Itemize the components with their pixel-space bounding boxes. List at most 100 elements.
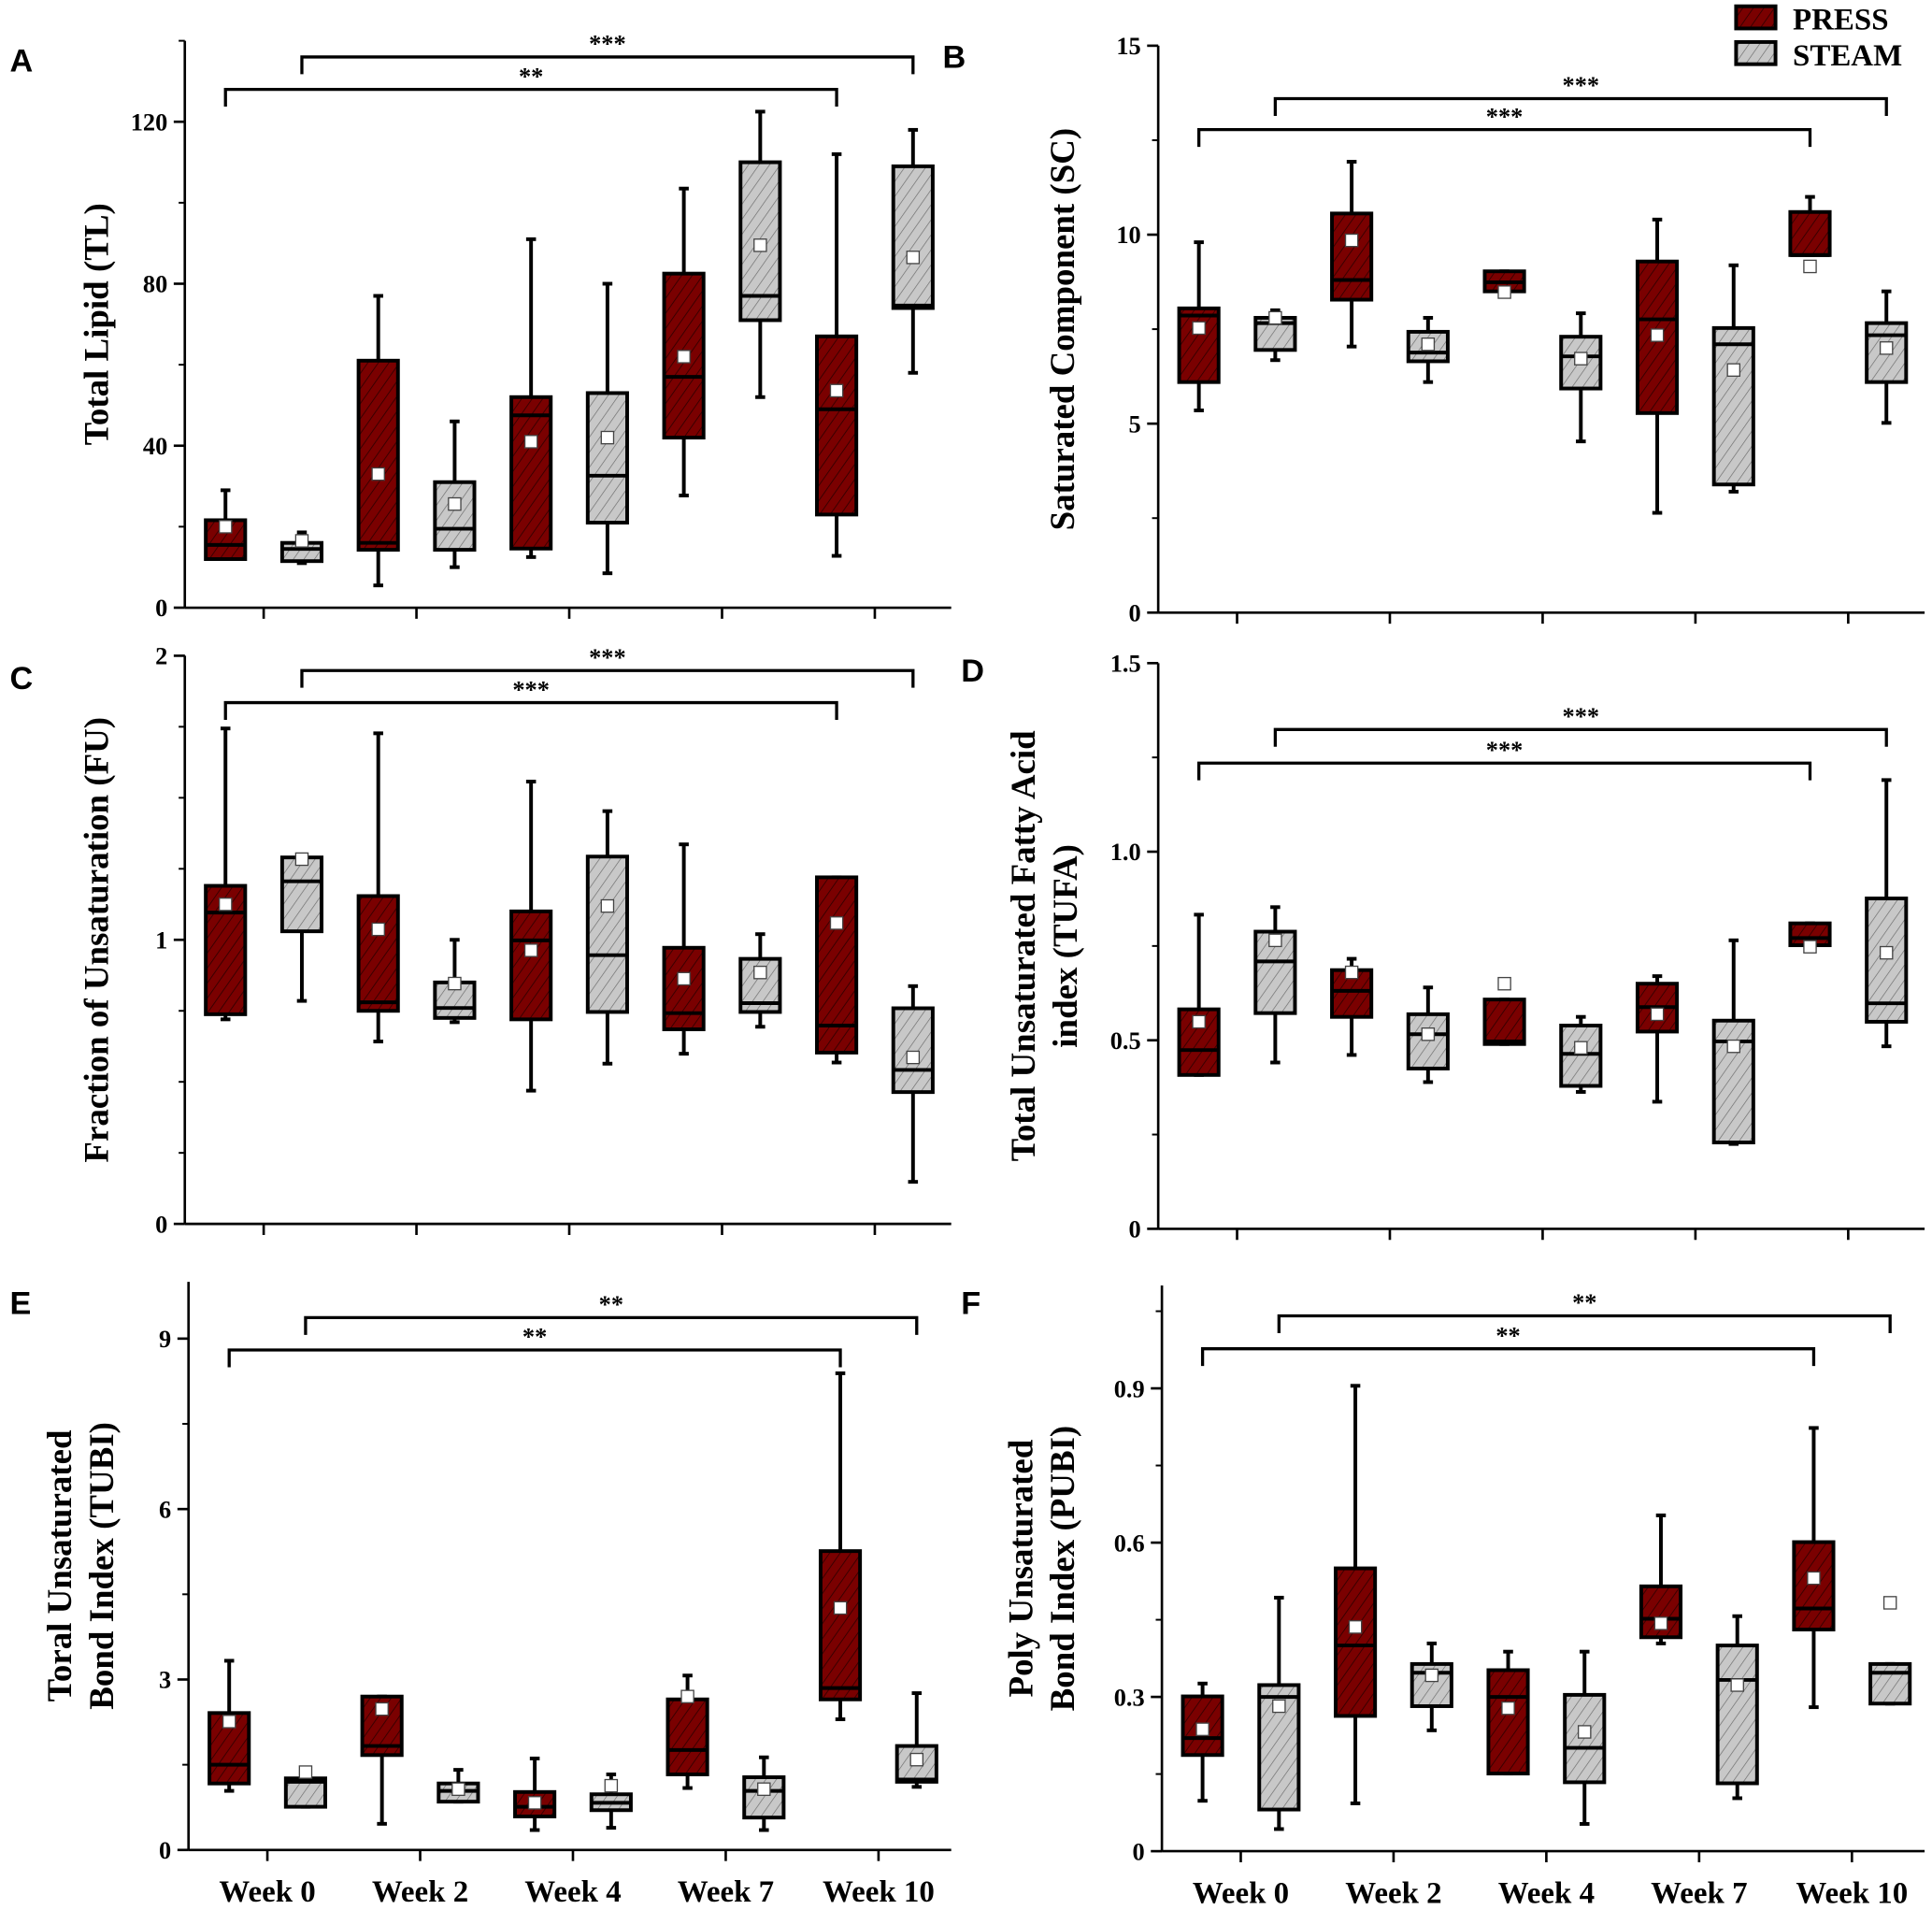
significance-bracket	[1196, 127, 1812, 148]
legend-swatch-steam	[1734, 39, 1778, 66]
mean-marker	[298, 1765, 313, 1779]
box-press-3	[662, 842, 706, 1056]
box-press-2	[1482, 976, 1526, 1046]
significance-label: ***	[512, 676, 550, 703]
box-press-0	[1181, 1681, 1224, 1803]
mean-marker	[680, 1689, 694, 1703]
y-axis-label: Total Unsaturated Fatty Acid	[1004, 730, 1042, 1161]
y-axis-label: Saturated Component (SC)	[1043, 128, 1082, 531]
mean-marker	[1730, 1678, 1744, 1692]
box-press-2	[509, 780, 553, 1093]
box-steam-4	[891, 984, 935, 1185]
panel-letter: F	[961, 1285, 980, 1321]
box-press-1	[1330, 956, 1374, 1057]
significance-bracket	[304, 1315, 919, 1335]
x-tick-label: Week 10	[823, 1875, 935, 1909]
mean-marker	[1421, 337, 1436, 352]
box-press-1	[360, 1694, 404, 1826]
mean-marker	[1574, 352, 1588, 366]
box-press-0	[1177, 240, 1221, 412]
box-iqr	[1715, 1644, 1759, 1786]
box-steam-4	[894, 1691, 938, 1789]
y-tick-label: 0.5	[1110, 1027, 1141, 1055]
mean-marker	[1344, 233, 1359, 248]
y-tick-label: 2	[155, 643, 167, 670]
box-steam-1	[433, 419, 477, 569]
box-press-4	[818, 1371, 863, 1721]
box-iqr	[433, 480, 477, 553]
mean-marker	[294, 534, 309, 548]
mean-marker	[1421, 1027, 1436, 1041]
box-steam-2	[1559, 311, 1603, 444]
box-press-4	[1788, 921, 1832, 954]
mean-marker	[1192, 321, 1206, 336]
y-tick-label: 40	[143, 433, 167, 460]
box-press-1	[1333, 1384, 1378, 1805]
mean-marker	[1803, 940, 1817, 954]
y-axis-label: Poly Unsaturated	[1001, 1439, 1039, 1697]
x-tick-label: Week 0	[1193, 1876, 1289, 1910]
box-steam-4	[1868, 1596, 1912, 1706]
box-iqr	[662, 945, 706, 1031]
significance-bracket	[1273, 727, 1888, 747]
box-iqr	[585, 391, 629, 525]
significance-label: **	[599, 1291, 623, 1318]
box-press-4	[815, 875, 859, 1065]
mean-marker	[1195, 1722, 1209, 1736]
legend-label-steam: STEAM	[1793, 39, 1902, 73]
mean-marker	[371, 922, 385, 937]
mean-marker	[1497, 285, 1511, 299]
mean-marker	[1192, 1014, 1206, 1029]
y-tick-label: 3	[159, 1667, 171, 1694]
significance-bracket	[1196, 761, 1812, 781]
mean-marker	[448, 976, 462, 991]
y-tick-label: 10	[1116, 222, 1140, 249]
box-press-2	[1486, 1649, 1530, 1776]
significance-label: ***	[589, 644, 626, 671]
significance-bracket	[1200, 1347, 1816, 1367]
mean-marker	[1879, 341, 1894, 355]
box-steam-0	[1253, 905, 1297, 1065]
mean-marker	[829, 916, 844, 930]
mean-marker	[1882, 1596, 1897, 1610]
y-tick-label: 80	[143, 271, 167, 298]
box-iqr	[665, 1697, 709, 1776]
y-tick-label: 0	[159, 1837, 171, 1864]
box-iqr	[815, 875, 859, 1055]
mean-marker	[375, 1701, 389, 1716]
x-tick-label: Week 4	[524, 1875, 621, 1909]
box-steam-3	[1715, 1614, 1759, 1801]
panel-C: 0 1 2 C Fraction of Unsaturation (FU) *** ***	[10, 643, 952, 1238]
box-iqr	[1711, 325, 1755, 487]
panel-letter: B	[942, 40, 966, 76]
mean-marker	[222, 1715, 236, 1729]
box-press-0	[204, 488, 248, 562]
y-tick-label: 0.6	[1114, 1529, 1145, 1557]
box-press-1	[356, 731, 400, 1044]
mean-marker	[1268, 310, 1282, 325]
y-tick-label: 5	[1129, 410, 1141, 438]
box-iqr	[1330, 211, 1374, 302]
significance-bracket	[223, 700, 838, 721]
box-press-3	[1639, 1513, 1683, 1645]
box-press-3	[1635, 974, 1680, 1104]
box-steam-2	[585, 809, 629, 1066]
box-steam-4	[1865, 778, 1909, 1049]
box-press-2	[509, 237, 553, 559]
box-iqr	[1711, 1018, 1755, 1145]
significance-label: **	[1496, 1322, 1520, 1349]
box-steam-0	[279, 852, 324, 1003]
mean-marker	[753, 238, 767, 252]
y-tick-label: 120	[131, 108, 168, 136]
box-press-1	[356, 294, 400, 588]
box-iqr	[1788, 209, 1832, 257]
y-tick-label: 0	[1132, 1838, 1144, 1865]
box-press-2	[1482, 269, 1526, 299]
box-iqr	[891, 1006, 935, 1095]
box-iqr	[509, 395, 553, 551]
box-steam-4	[891, 127, 935, 375]
box-steam-0	[1257, 1595, 1301, 1831]
y-tick-label: 1.5	[1110, 651, 1141, 678]
box-iqr	[1486, 1668, 1530, 1776]
